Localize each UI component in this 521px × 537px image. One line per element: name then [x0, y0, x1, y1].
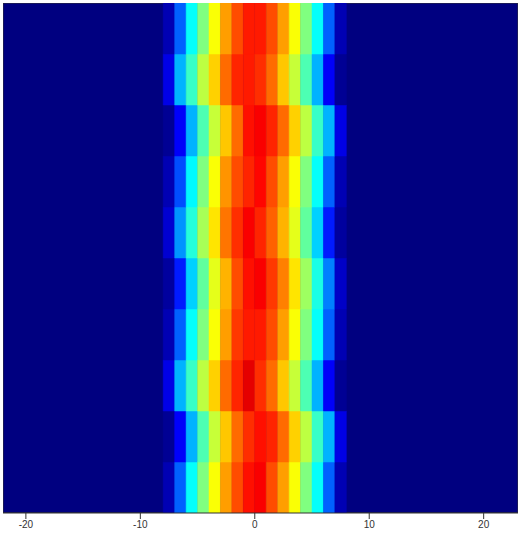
svg-text:20: 20	[478, 519, 490, 530]
svg-text:10: 10	[364, 519, 376, 530]
svg-text:-10: -10	[133, 519, 148, 530]
svg-text:0: 0	[252, 519, 258, 530]
svg-text:-20: -20	[19, 519, 34, 530]
